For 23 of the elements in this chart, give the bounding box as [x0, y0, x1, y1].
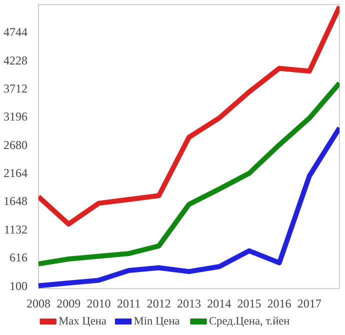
x-tick-label: 2017 — [297, 296, 322, 310]
x-tick-label: 2010 — [86, 296, 111, 310]
legend-label: Max Цена — [58, 316, 106, 328]
x-tick-label: 2015 — [237, 296, 262, 310]
y-tick-label: 3196 — [4, 110, 28, 124]
y-tick-label: 4228 — [4, 53, 28, 68]
x-tick-label: 2009 — [56, 296, 81, 310]
x-tick-label: 2016 — [267, 296, 292, 310]
x-tick-label: 2013 — [177, 296, 201, 310]
x-tick-label: 2014 — [207, 296, 232, 310]
y-tick-label: 1132 — [4, 222, 28, 236]
y-tick-label: 1648 — [4, 194, 28, 208]
legend-label: Min Цена — [134, 316, 180, 328]
x-tick-label: 2012 — [146, 296, 171, 310]
legend-label: Сред.Цена, т.йен — [208, 316, 290, 328]
y-tick-label: 2164 — [4, 166, 28, 180]
y-tick-label: 616 — [10, 250, 28, 265]
y-tick-label: 3712 — [4, 82, 28, 96]
x-tick-label: 2011 — [117, 296, 141, 310]
y-tick-label: 2680 — [4, 138, 28, 152]
x-tick-label: 2008 — [26, 296, 50, 310]
y-tick-label: 100 — [10, 278, 28, 293]
y-tick-label: 4744 — [4, 25, 28, 40]
